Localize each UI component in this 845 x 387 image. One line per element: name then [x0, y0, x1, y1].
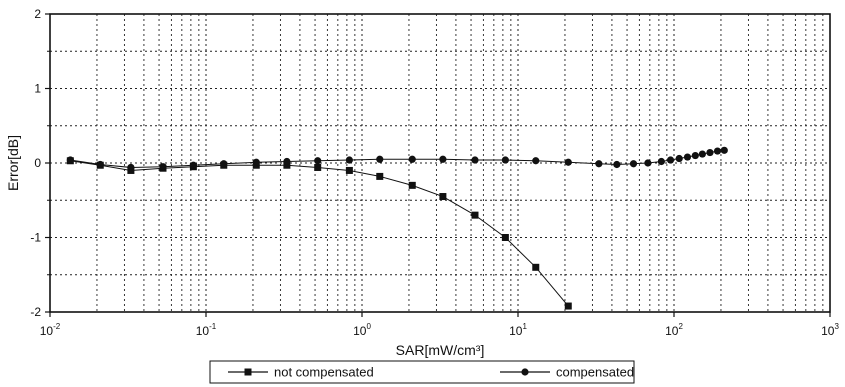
data-point	[314, 163, 322, 171]
data-point	[675, 154, 683, 163]
data-point	[501, 156, 509, 164]
data-point	[720, 146, 728, 154]
data-point	[644, 159, 652, 167]
data-point	[66, 156, 74, 164]
data-point	[471, 211, 479, 219]
data-point	[345, 156, 353, 164]
data-point	[713, 147, 722, 155]
data-point	[345, 166, 353, 174]
y-tick-label: -2	[30, 305, 41, 319]
data-point	[657, 157, 665, 166]
x-tick-label: 100	[353, 322, 371, 338]
series-line	[70, 149, 725, 168]
data-point	[666, 156, 675, 164]
y-tick-label: -1	[30, 231, 41, 245]
data-point	[706, 148, 714, 157]
data-point	[683, 153, 692, 161]
x-tick-label: 10-2	[40, 322, 61, 338]
y-tick-label: 2	[34, 7, 41, 21]
legend-label: compensated	[556, 365, 634, 380]
data-point	[283, 161, 291, 169]
data-point	[532, 157, 540, 165]
data-point	[532, 263, 540, 271]
data-point	[471, 156, 479, 164]
data-point	[283, 157, 291, 166]
data-point	[595, 160, 603, 168]
x-tick-label: 10-1	[196, 322, 217, 338]
data-point	[613, 160, 621, 169]
legend-label: not compensated	[274, 365, 374, 380]
data-point	[691, 151, 699, 160]
data-point	[564, 158, 572, 166]
data-point	[564, 302, 572, 310]
legend: not compensated compensated	[209, 360, 635, 384]
legend-item: compensated	[500, 365, 634, 380]
data-point	[127, 163, 135, 172]
data-point	[408, 181, 416, 189]
data-point	[501, 234, 509, 241]
data-point	[220, 160, 228, 168]
data-point	[189, 161, 197, 169]
data-point	[252, 158, 260, 166]
data-point	[376, 155, 384, 163]
data-point	[698, 150, 706, 158]
x-tick-label: 102	[665, 322, 683, 338]
series-1	[66, 157, 572, 310]
series-2	[66, 146, 728, 172]
x-axis-title: SAR[mW/cm³]	[396, 342, 485, 358]
legend-marker	[521, 368, 529, 376]
x-axis: 10-2 10-1 100 101 102 103	[40, 312, 839, 338]
data-point	[629, 160, 638, 168]
data-point	[376, 172, 384, 180]
x-tick-label: 101	[509, 322, 527, 338]
legend-box	[209, 360, 635, 384]
data-point	[96, 160, 104, 169]
data-point	[314, 157, 322, 165]
x-tick-label: 103	[821, 322, 839, 338]
data-point	[159, 163, 167, 171]
legend-marker	[244, 368, 252, 376]
y-axis-title: Error[dB]	[5, 135, 21, 191]
y-tick-label: 0	[34, 156, 41, 170]
series-layer	[66, 146, 728, 310]
data-point	[408, 155, 416, 163]
data-point	[439, 193, 447, 201]
grid	[50, 14, 830, 312]
y-tick-label: 1	[34, 82, 41, 96]
legend-item: not compensated	[228, 365, 374, 380]
data-point	[439, 155, 447, 163]
y-axis: 2 1 0 -1 -2	[30, 7, 50, 319]
